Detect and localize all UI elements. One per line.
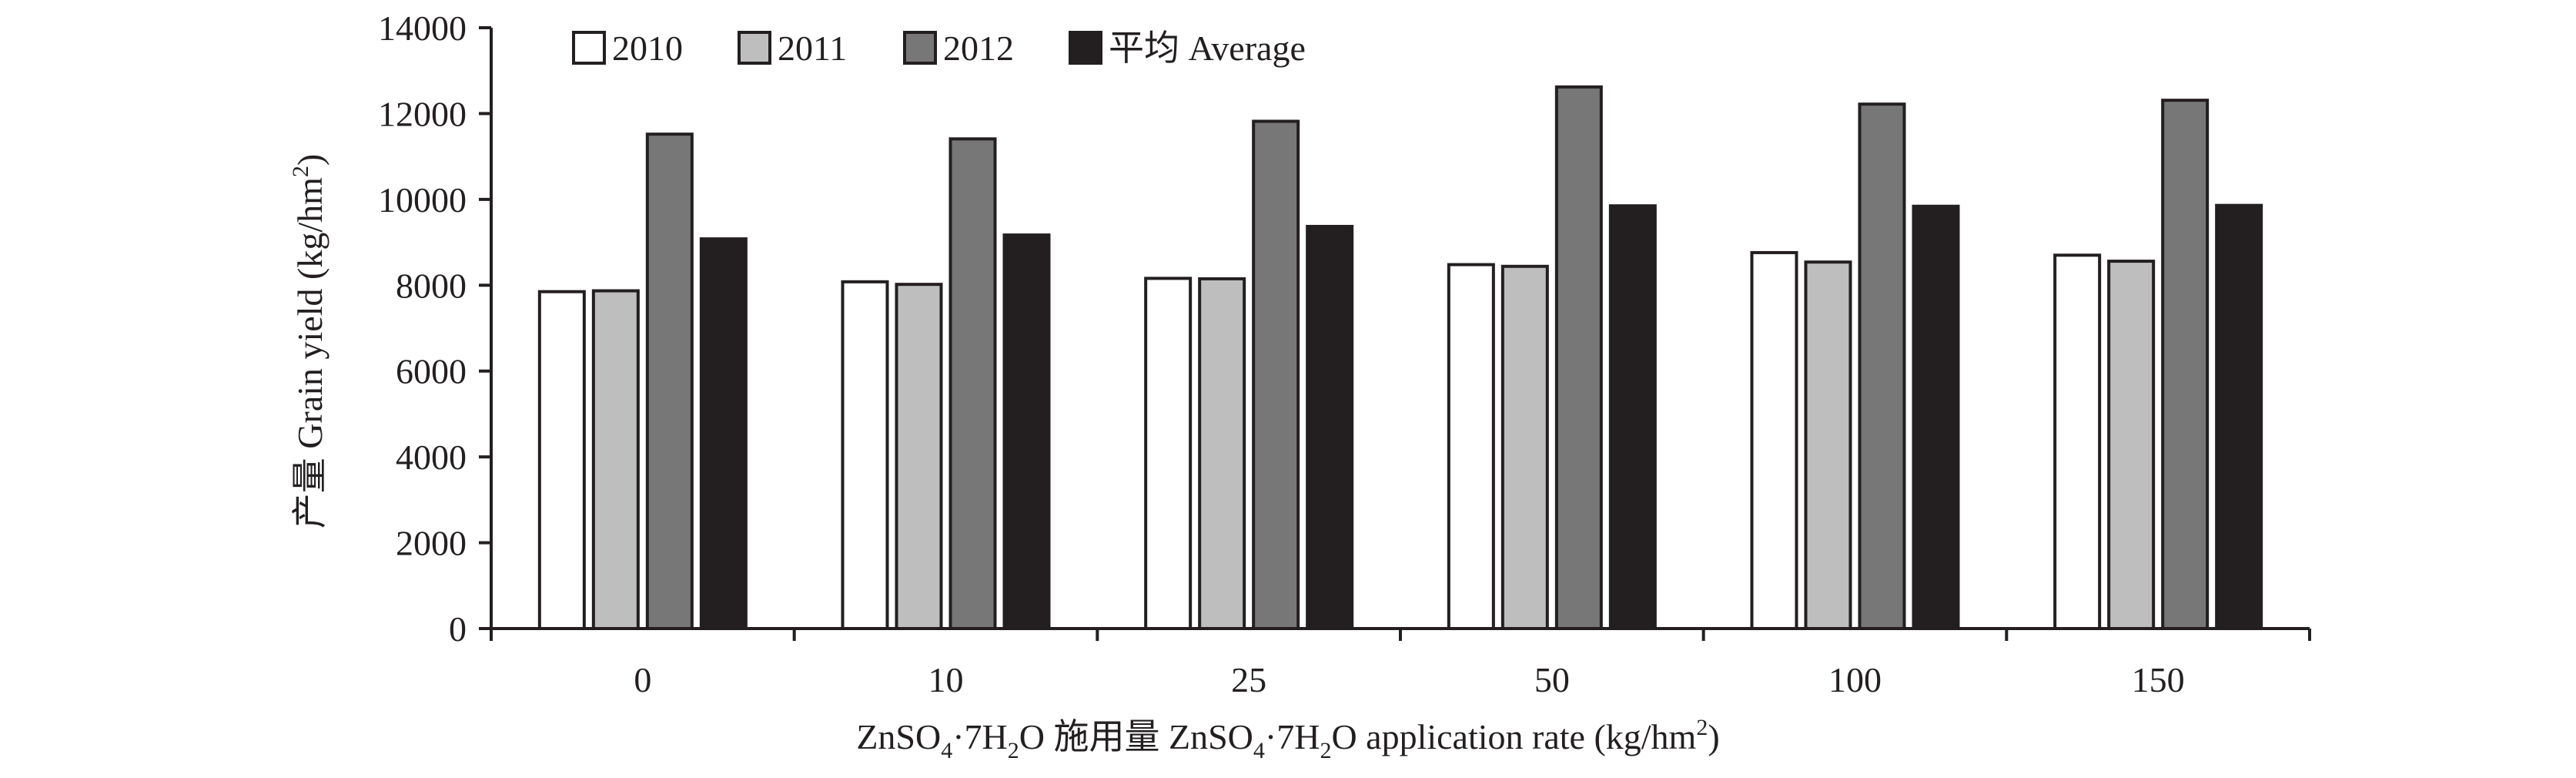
y-tick-label: 0 — [449, 609, 467, 649]
bar-2011-100 — [1804, 260, 1852, 630]
legend-swatch-2011 — [738, 31, 771, 65]
bar-2012-0 — [645, 132, 694, 630]
y-tick-label: 12000 — [378, 94, 467, 133]
x-tick-label: 0 — [634, 660, 651, 699]
bar-2010-150 — [2053, 253, 2102, 630]
x-axis-title: ZnSO4·7H2O 施用量 ZnSO4·7H2O application ra… — [856, 715, 1719, 763]
y-tick-labels: 0 2000 4000 6000 8000 10000 12000 14000 — [378, 8, 467, 649]
legend-swatch-平均 Average — [1069, 31, 1102, 65]
y-tick-label: 8000 — [396, 266, 467, 305]
x-tick-label: 25 — [1231, 660, 1266, 699]
bar-2011-25 — [1198, 277, 1246, 630]
bar-2012-10 — [948, 137, 997, 631]
legend-label-平均 Average: 平均 Average — [1109, 29, 1306, 68]
bar-平均 Average-100 — [1912, 204, 1960, 630]
legend: 2010 2011 2012 平均 Average — [572, 29, 1306, 68]
bar-2010-0 — [537, 290, 586, 630]
bar-2012-50 — [1554, 85, 1603, 630]
bar-2011-50 — [1500, 264, 1549, 630]
bar-2012-100 — [1858, 102, 1906, 630]
x-tick-label: 100 — [1828, 660, 1882, 699]
bar-2012-25 — [1252, 119, 1300, 630]
legend-label-2011: 2011 — [778, 29, 847, 68]
bar-2010-100 — [1750, 250, 1798, 630]
bar-平均 Average-50 — [1608, 204, 1657, 630]
legend-swatch-2010 — [572, 31, 606, 65]
x-tick-label: 50 — [1534, 660, 1570, 699]
legend-label-2012: 2012 — [943, 29, 1014, 68]
y-tick-label: 2000 — [396, 524, 467, 563]
bars — [537, 85, 2263, 631]
bar-2010-50 — [1447, 263, 1495, 630]
bar-平均 Average-25 — [1306, 224, 1354, 630]
axes — [479, 26, 2311, 641]
legend-label-2010: 2010 — [612, 29, 683, 68]
bar-平均 Average-150 — [2215, 203, 2263, 630]
bar-2010-10 — [841, 280, 889, 630]
legend-swatch-2012 — [903, 31, 937, 65]
x-tick-labels: 0 10 25 50 100 150 — [634, 660, 2184, 699]
y-tick-label: 6000 — [396, 352, 467, 391]
bar-2011-10 — [895, 283, 943, 630]
y-tick-label: 14000 — [378, 8, 467, 48]
bar-平均 Average-0 — [699, 237, 748, 630]
bar-2011-150 — [2107, 260, 2156, 630]
y-tick-label: 4000 — [396, 438, 467, 477]
y-axis-title: 产量 Grain yield (kg/hm2) — [288, 154, 330, 528]
bar-2011-0 — [591, 289, 640, 630]
x-tick-label: 150 — [2132, 660, 2185, 699]
bar-2010-25 — [1144, 277, 1193, 630]
x-tick-label: 10 — [928, 660, 964, 699]
y-tick-label: 10000 — [378, 180, 467, 220]
bar-2012-150 — [2161, 99, 2210, 630]
bar-平均 Average-10 — [1002, 233, 1051, 630]
